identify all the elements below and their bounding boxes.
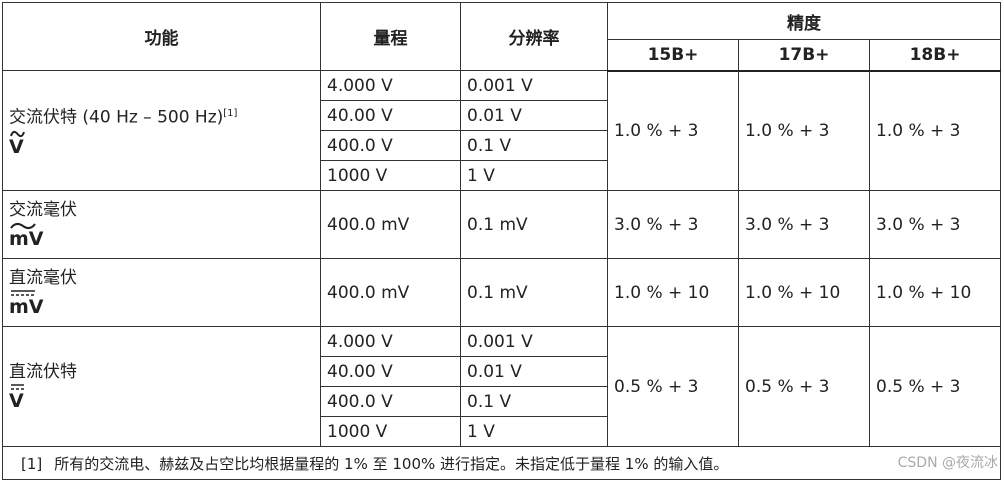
function-label: 交流毫伏 bbox=[9, 200, 77, 220]
resolution-cell: 0.01 V bbox=[460, 100, 608, 131]
resolution-cell: 1 V bbox=[460, 160, 608, 191]
function-cell: 交流伏特 (40 Hz – 500 Hz)[1] V bbox=[2, 70, 321, 191]
symbol-mark bbox=[10, 222, 36, 230]
symbol-text: mV bbox=[9, 296, 44, 318]
range-cell: 1000 V bbox=[320, 160, 461, 191]
function-name: 交流毫伏 bbox=[9, 199, 314, 221]
resolution-cell: 0.1 mV bbox=[460, 258, 608, 327]
symbol-text: V bbox=[9, 390, 24, 412]
resolution-cell: 0.1 V bbox=[460, 386, 608, 417]
resolution-cell: 0.001 V bbox=[460, 70, 608, 101]
resolution-cell: 0.01 V bbox=[460, 356, 608, 387]
resolution-cell: 1 V bbox=[460, 416, 608, 447]
range-cell: 400.0 V bbox=[320, 386, 461, 417]
footnote-text: 所有的交流电、赫兹及占空比均根据量程的 1% 至 100% 进行指定。未指定低于… bbox=[54, 454, 729, 473]
header-row: 15B+ 17B+ 18B+ bbox=[3, 39, 1002, 72]
note-ref: [1] bbox=[223, 108, 238, 120]
accuracy-cell: 0.5 % + 3 bbox=[868, 326, 1002, 447]
accuracy-cell: 1.0 % + 3 bbox=[738, 70, 870, 191]
range-cell: 4.000 V bbox=[320, 70, 461, 101]
accuracy-cell: 3.0 % + 3 bbox=[738, 190, 870, 259]
function-cell: 交流毫伏 mV bbox=[2, 190, 321, 259]
function-cell: 直流伏特 V bbox=[2, 326, 321, 447]
function-name: 直流毫伏 bbox=[9, 267, 314, 289]
function-cell: 直流毫伏 mV bbox=[2, 258, 321, 327]
resolution-cell: 0.1 V bbox=[460, 130, 608, 161]
watermark: CSDN @夜流冰 bbox=[897, 455, 998, 471]
data-row: 400.0 V 0.1 V bbox=[3, 130, 1001, 161]
range-cell: 1000 V bbox=[320, 416, 461, 447]
accuracy-cell: 1.0 % + 3 bbox=[607, 70, 739, 191]
footnote-marker: [1] bbox=[21, 454, 43, 473]
footnote: [1] 所有的交流电、赫兹及占空比均根据量程的 1% 至 100% 进行指定。未指… bbox=[1, 446, 1002, 480]
resolution-cell: 0.1 mV bbox=[460, 190, 608, 259]
header-cell: 功能 bbox=[2, 2, 321, 71]
function-label: 交流伏特 (40 Hz – 500 Hz) bbox=[9, 107, 224, 128]
header-row: 功能 量程 分辨率 精度 bbox=[2, 2, 1002, 71]
resolution-cell: 0.001 V bbox=[460, 326, 608, 357]
header-cell: 15B+ bbox=[607, 39, 739, 72]
symbol-text: mV bbox=[9, 228, 44, 250]
data-row: 400.0 V 0.1 V bbox=[3, 386, 1001, 417]
symbol: mV bbox=[9, 221, 44, 249]
header-cell: 17B+ bbox=[738, 39, 870, 72]
footnote-row: [1] 所有的交流电、赫兹及占空比均根据量程的 1% 至 100% 进行指定。未指… bbox=[1, 446, 1002, 480]
accuracy-cell: 3.0 % + 3 bbox=[607, 190, 739, 259]
data-row: 直流伏特 V 4.000 V 0.001 V 0.5 % + 3 0.5 % + 3 0.5… bbox=[2, 326, 1002, 447]
range-cell: 4.000 V bbox=[320, 326, 461, 357]
accuracy-cell: 0.5 % + 3 bbox=[738, 326, 870, 447]
data-row: 交流毫伏 mV 400.0 mV 0.1 mV 3.0 % + 3 3.0 % + 3 3.… bbox=[2, 190, 1002, 259]
data-row: 直流毫伏 mV 400.0 mV 0.1 mV 1.0 % + 10 1.0 % + 10… bbox=[2, 258, 1002, 327]
function-name: 直流伏特 bbox=[9, 361, 314, 383]
range-cell: 400.0 mV bbox=[320, 190, 461, 259]
header-cell: 18B+ bbox=[868, 39, 1002, 72]
symbol-mark bbox=[11, 384, 24, 390]
accuracy-cell: 3.0 % + 3 bbox=[868, 190, 1002, 259]
symbol: V bbox=[9, 129, 25, 158]
range-cell: 400.0 mV bbox=[320, 258, 461, 327]
range-cell: 400.0 V bbox=[320, 130, 461, 161]
range-cell: 40.00 V bbox=[320, 356, 461, 387]
accuracy-cell: 1.0 % + 10 bbox=[868, 258, 1002, 327]
range-cell: 40.00 V bbox=[320, 100, 461, 131]
symbol: mV bbox=[9, 289, 44, 317]
symbol-mark bbox=[11, 290, 35, 296]
accuracy-cell: 1.0 % + 3 bbox=[868, 70, 1002, 191]
header-cell: 精度 bbox=[606, 2, 1002, 40]
function-name: 交流伏特 (40 Hz – 500 Hz)[1] bbox=[9, 103, 314, 129]
header-cell: 分辨率 bbox=[460, 2, 608, 71]
symbol: V bbox=[9, 383, 24, 411]
symbol-text: V bbox=[9, 135, 24, 158]
symbol-mark bbox=[10, 130, 25, 137]
header-cell: 量程 bbox=[320, 2, 461, 71]
function-label: 直流毫伏 bbox=[9, 268, 77, 288]
accuracy-cell: 0.5 % + 3 bbox=[607, 326, 739, 447]
accuracy-cell: 1.0 % + 10 bbox=[738, 258, 870, 327]
accuracy-cell: 1.0 % + 10 bbox=[607, 258, 739, 327]
data-row: 40.00 V 0.01 V bbox=[3, 356, 1001, 387]
function-label: 直流伏特 bbox=[9, 362, 77, 382]
data-row: 40.00 V 0.01 V bbox=[3, 100, 1001, 131]
